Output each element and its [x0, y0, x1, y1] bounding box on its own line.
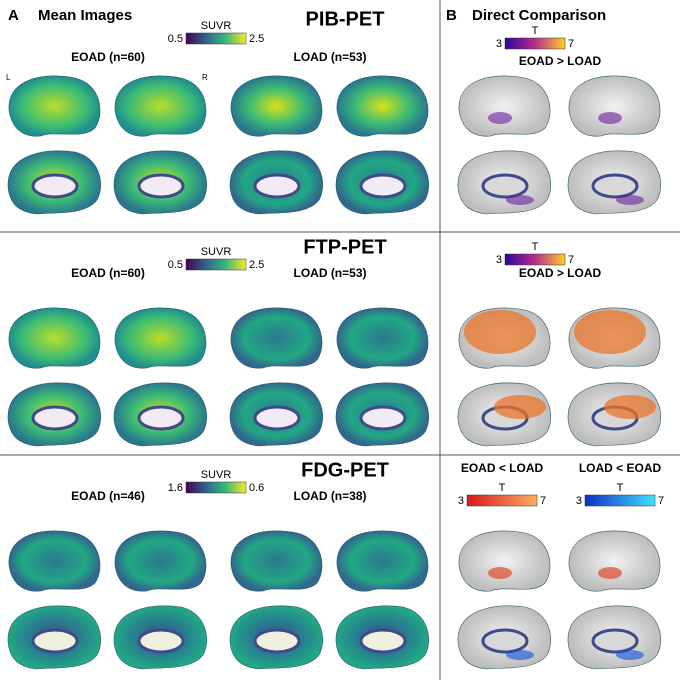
colorbar-tick-label: 2.5: [249, 33, 264, 45]
hemisphere-label: R: [202, 73, 208, 82]
brain-center: [31, 628, 79, 654]
brain-center: [359, 405, 407, 431]
colorbar-label: SUVR: [201, 20, 232, 32]
brain-lateral: [230, 307, 323, 369]
effect-region: [604, 395, 656, 419]
colorbar: [504, 253, 566, 266]
comparison-label: EOAD > LOAD: [519, 54, 602, 68]
brain-center: [481, 173, 529, 199]
brain-center: [591, 628, 639, 654]
brain-lateral: [336, 307, 429, 369]
group-label: LOAD (n=53): [293, 50, 366, 64]
colorbar-label: T: [617, 482, 624, 494]
colorbar: [466, 494, 538, 507]
colorbar-label: SUVR: [201, 469, 232, 481]
brain-center: [137, 628, 185, 654]
effect-region: [506, 650, 534, 660]
brain-lateral: [230, 530, 323, 592]
brain-center: [31, 173, 79, 199]
colorbar: [185, 481, 247, 494]
group-label: LOAD (n=38): [293, 489, 366, 503]
brain-lateral: [458, 75, 551, 137]
comparison-label: EOAD < LOAD: [461, 461, 544, 475]
group-label: EOAD (n=60): [71, 50, 145, 64]
hemisphere-label: L: [6, 73, 11, 82]
colorbar-tick-label: 3: [576, 495, 582, 507]
colorbar-tick-label: 2.5: [249, 259, 264, 271]
panel-label: A: [8, 7, 19, 24]
colorbar: [504, 37, 566, 50]
brain-center: [481, 628, 529, 654]
brain-lateral: [114, 307, 207, 369]
row-title: PIB-PET: [306, 8, 385, 30]
comparison-label: LOAD < EOAD: [579, 461, 662, 475]
colorbar-tick-label: 7: [568, 254, 574, 266]
effect-region: [598, 567, 622, 579]
brain-center: [253, 405, 301, 431]
colorbar-tick-label: 0.6: [249, 482, 264, 494]
effect-region: [616, 650, 644, 660]
colorbar: [185, 32, 247, 45]
brain-lateral: [8, 307, 101, 369]
colorbar: [185, 258, 247, 271]
brain-center: [591, 173, 639, 199]
colorbar-tick-label: 3: [496, 254, 502, 266]
panel-title: Mean Images: [38, 7, 132, 24]
brain-lateral: [114, 530, 207, 592]
row-title: FDG-PET: [301, 459, 389, 481]
colorbar-tick-label: 1.6: [168, 482, 183, 494]
brain-center: [31, 405, 79, 431]
group-label: EOAD (n=46): [71, 489, 145, 503]
colorbar-tick-label: 7: [658, 495, 664, 507]
brain-center: [137, 405, 185, 431]
brain-lateral: [8, 75, 101, 137]
colorbar-label: SUVR: [201, 246, 232, 258]
brain-lateral: [568, 75, 661, 137]
colorbar-tick-label: 3: [458, 495, 464, 507]
brain-lateral: [114, 75, 207, 137]
colorbar-label: T: [532, 241, 539, 253]
colorbar-tick-label: 7: [568, 38, 574, 50]
effect-region: [494, 395, 546, 419]
colorbar-label: T: [532, 25, 539, 37]
group-label: LOAD (n=53): [293, 266, 366, 280]
brain-lateral: [568, 530, 661, 592]
effect-region: [464, 310, 536, 354]
colorbar-tick-label: 0.5: [168, 33, 183, 45]
effect-region: [574, 310, 646, 354]
colorbar-tick-label: 3: [496, 38, 502, 50]
colorbar-tick-label: 0.5: [168, 259, 183, 271]
effect-region: [488, 112, 512, 124]
effect-region: [598, 112, 622, 124]
brain-center: [253, 173, 301, 199]
colorbar-tick-label: 7: [540, 495, 546, 507]
brain-center: [253, 628, 301, 654]
brain-lateral: [336, 75, 429, 137]
colorbar-label: T: [499, 482, 506, 494]
brain-lateral: [230, 75, 323, 137]
brain-lateral: [8, 530, 101, 592]
effect-region: [616, 195, 644, 205]
brain-center: [359, 173, 407, 199]
row-title: FTP-PET: [303, 236, 386, 258]
comparison-label: EOAD > LOAD: [519, 266, 602, 280]
panel-label: B: [446, 7, 457, 24]
brain-lateral: [458, 530, 551, 592]
panel-title: Direct Comparison: [472, 7, 606, 24]
colorbar: [584, 494, 656, 507]
brain-center: [137, 173, 185, 199]
brain-lateral: [336, 530, 429, 592]
group-label: EOAD (n=60): [71, 266, 145, 280]
effect-region: [506, 195, 534, 205]
effect-region: [488, 567, 512, 579]
brain-center: [359, 628, 407, 654]
